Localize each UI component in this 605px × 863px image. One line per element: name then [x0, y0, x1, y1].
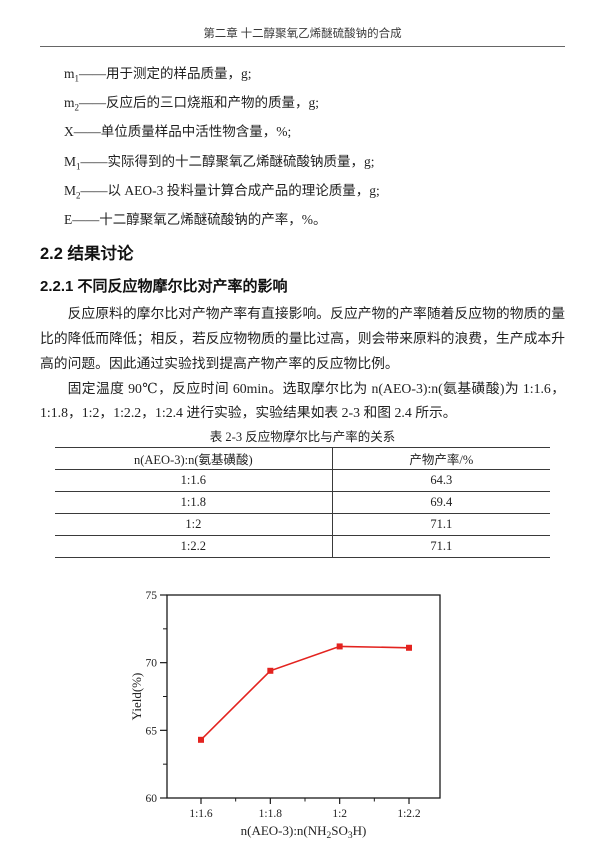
table-row: 1:2.2 71.1 — [55, 535, 550, 558]
paragraph-molar-ratio-intro: 反应原料的摩尔比对产物产率有直接影响。反应产物的产率随着反应物的物质的量比的降低… — [40, 306, 565, 371]
svg-text:1:1.6: 1:1.6 — [189, 808, 213, 820]
table-2-3-caption: 表 2-3 反应物摩尔比与产率的关系 — [209, 430, 396, 445]
svg-text:75: 75 — [146, 590, 158, 602]
symbol-definitions: m1——用于测定的样品质量，g; m2——反应后的三口烧瓶和产物的质量，g; X… — [64, 62, 565, 237]
table-col-header-yield: 产物产率/% — [332, 447, 550, 471]
definition-item: M1——实际得到的十二醇聚氧乙烯醚硫酸钠质量，g; — [64, 153, 375, 172]
definition-item: m1——用于测定的样品质量，g; — [64, 66, 252, 84]
svg-text:Yield(%): Yield(%) — [130, 673, 144, 721]
table-cell-yield: 71.1 — [430, 539, 453, 554]
svg-text:65: 65 — [146, 725, 158, 737]
table-cell-ratio: 1:2 — [55, 513, 333, 537]
section-heading-2-2: 2.2 结果讨论 — [40, 245, 134, 264]
table-cell-yield: 71.1 — [332, 513, 550, 537]
molar-ratio-yield-chart: 60 65 70 75 1:1.6 1:1.8 1:2 1:2.2 Yield(%) n(AEO-… — [130, 590, 441, 841]
table-cell-ratio: 1:2.2 — [55, 535, 333, 558]
table-cell-ratio: 1:1.6 — [55, 469, 333, 493]
table-cell-ratio: 1:1.8 — [55, 491, 333, 515]
molar-ratio-yield-table: n(AEO-3):n(氨基磺酸) 产物产率/% 1:1.6 64.3 1:1.8… — [55, 447, 550, 559]
figure-2-4: 60 65 70 75 1:1.6 1:1.8 1:2 1:2.2 Yield(%) n(AEO-… — [130, 582, 490, 857]
svg-text:1:1.8: 1:1.8 — [259, 808, 283, 820]
svg-text:70: 70 — [146, 658, 158, 670]
svg-text:60: 60 — [146, 793, 158, 805]
table-row: 1:2 71.1 — [55, 513, 550, 537]
svg-text:n(AEO-3):n(NH2SO3H): n(AEO-3):n(NH2SO3H) — [241, 823, 367, 841]
definition-item: E——十二醇聚氧乙烯醚硫酸钠的产率，%。 — [64, 211, 327, 227]
table-cell-yield: 64.3 — [332, 469, 550, 493]
paragraph-experiment-conditions: 固定温度 90℃，反应时间 60min。选取摩尔比为 n(AEO-3):n(氨基… — [40, 380, 565, 421]
table-row: 1:1.6 64.3 — [55, 469, 550, 493]
running-header: 第二章 十二醇聚氧乙烯醚硫酸钠的合成 — [40, 24, 565, 47]
running-header-title: 第二章 十二醇聚氧乙烯醚硫酸钠的合成 — [203, 28, 402, 40]
table-col-header-ratio: n(AEO-3):n(氨基磺酸) — [55, 447, 333, 471]
svg-text:1:2.2: 1:2.2 — [397, 808, 421, 820]
definition-item: M2——以 AEO-3 投料量计算合成产品的理论质量，g; — [64, 182, 380, 201]
definition-item: X——单位质量样品中活性物含量，%; — [64, 124, 292, 140]
table-cell-yield: 69.4 — [332, 491, 550, 515]
section-heading-2-2-1: 2.2.1 不同反应物摩尔比对产率的影响 — [40, 278, 288, 296]
svg-text:1:2: 1:2 — [332, 808, 347, 820]
definition-item: m2——反应后的三口烧瓶和产物的质量，g; — [64, 95, 320, 113]
table-row: 1:1.8 69.4 — [55, 491, 550, 515]
table-header-row: n(AEO-3):n(氨基磺酸) 产物产率/% — [55, 447, 550, 471]
